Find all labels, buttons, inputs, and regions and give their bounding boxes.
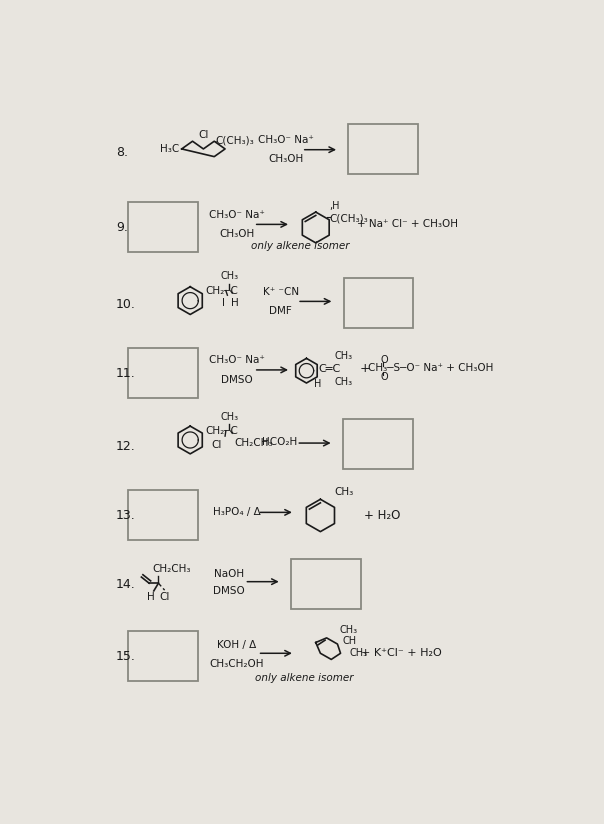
Text: + K⁺Cl⁻ + H₂O: + K⁺Cl⁻ + H₂O	[361, 648, 442, 658]
Text: CH₃: CH₃	[220, 411, 239, 422]
Text: H₃PO₄ / Δ: H₃PO₄ / Δ	[213, 508, 260, 517]
Text: CH₃: CH₃	[335, 352, 353, 362]
Text: CH₃OH: CH₃OH	[219, 229, 254, 239]
Text: CH₃: CH₃	[335, 487, 353, 497]
Text: CH₃CH₂OH: CH₃CH₂OH	[210, 659, 264, 669]
Text: CH₃: CH₃	[220, 271, 239, 281]
Text: CH₃: CH₃	[335, 377, 353, 386]
Text: Cl: Cl	[159, 592, 170, 602]
Text: CH₃─S─O⁻ Na⁺ + CH₃OH: CH₃─S─O⁻ Na⁺ + CH₃OH	[368, 363, 494, 373]
Text: 15.: 15.	[116, 650, 136, 662]
Text: H: H	[231, 298, 238, 308]
Text: CH: CH	[342, 636, 356, 646]
Text: 8.: 8.	[116, 147, 128, 159]
Text: DMF: DMF	[269, 306, 292, 316]
Text: C(CH₃)₃: C(CH₃)₃	[330, 213, 368, 223]
Text: + H₂O: + H₂O	[364, 509, 400, 522]
Text: 12.: 12.	[116, 440, 135, 452]
Bar	[128, 631, 198, 681]
Text: CH₂─C: CH₂─C	[206, 426, 239, 436]
Text: CH₃OH: CH₃OH	[268, 154, 303, 164]
Text: 14.: 14.	[116, 578, 135, 592]
Text: I: I	[222, 298, 225, 308]
Text: 10.: 10.	[116, 298, 136, 311]
Text: CH₃: CH₃	[350, 648, 368, 658]
Text: 13.: 13.	[116, 509, 135, 522]
Text: +: +	[360, 362, 370, 375]
Text: Cl: Cl	[211, 440, 222, 450]
Bar	[291, 559, 361, 610]
Text: DMSO: DMSO	[213, 587, 245, 597]
Bar	[349, 124, 418, 175]
Text: K⁺ ⁻CN: K⁺ ⁻CN	[263, 287, 299, 297]
Text: CH₃O⁻ Na⁺: CH₃O⁻ Na⁺	[209, 210, 265, 220]
Text: H₃C: H₃C	[160, 144, 179, 154]
Bar	[128, 348, 198, 398]
Bar	[343, 419, 413, 469]
Text: 11.: 11.	[116, 367, 135, 380]
Bar	[128, 490, 198, 540]
Text: CH₂─C: CH₂─C	[206, 286, 239, 296]
Text: CH₃: CH₃	[339, 625, 357, 634]
Text: H: H	[313, 379, 321, 389]
Text: + Na⁺ Cl⁻ + CH₃OH: + Na⁺ Cl⁻ + CH₃OH	[357, 219, 458, 229]
Text: only alkene isomer: only alkene isomer	[255, 673, 353, 683]
Text: C(CH₃)₃: C(CH₃)₃	[216, 135, 254, 146]
Text: Cl: Cl	[198, 129, 208, 140]
Text: CH₂CH₃: CH₂CH₃	[152, 564, 191, 574]
Text: HCO₂H: HCO₂H	[262, 438, 297, 447]
Bar	[128, 202, 198, 252]
Bar	[344, 278, 413, 328]
Text: ,H: ,H	[329, 200, 339, 210]
Text: O: O	[381, 372, 388, 382]
Text: only alkene isomer: only alkene isomer	[251, 241, 350, 251]
Text: NaOH: NaOH	[214, 569, 244, 578]
Text: KOH / Δ: KOH / Δ	[217, 640, 256, 650]
Text: CH₂CH₃: CH₂CH₃	[234, 438, 273, 448]
Text: O: O	[381, 355, 388, 365]
Text: 9.: 9.	[116, 221, 127, 234]
Text: DMSO: DMSO	[221, 375, 252, 385]
Text: C═C: C═C	[318, 364, 340, 374]
Text: CH₃O⁻ Na⁺: CH₃O⁻ Na⁺	[209, 355, 265, 365]
Text: H: H	[147, 592, 155, 602]
Text: CH₃O⁻ Na⁺: CH₃O⁻ Na⁺	[257, 135, 313, 145]
